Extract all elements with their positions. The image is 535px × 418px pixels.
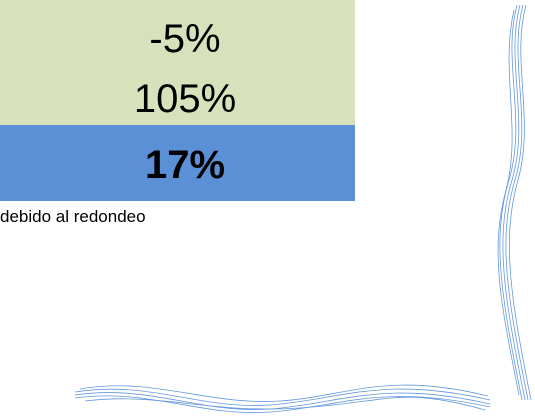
table-cell: -5% (149, 17, 221, 61)
table-green-area (0, 0, 355, 125)
footnote: debido al redondeo (0, 207, 146, 226)
vertical-wave (497, 4, 532, 401)
table-cell: 105% (133, 77, 237, 121)
table-cell: 17% (144, 143, 226, 187)
table-total-row (0, 125, 355, 201)
horizontal-wave (74, 384, 491, 413)
